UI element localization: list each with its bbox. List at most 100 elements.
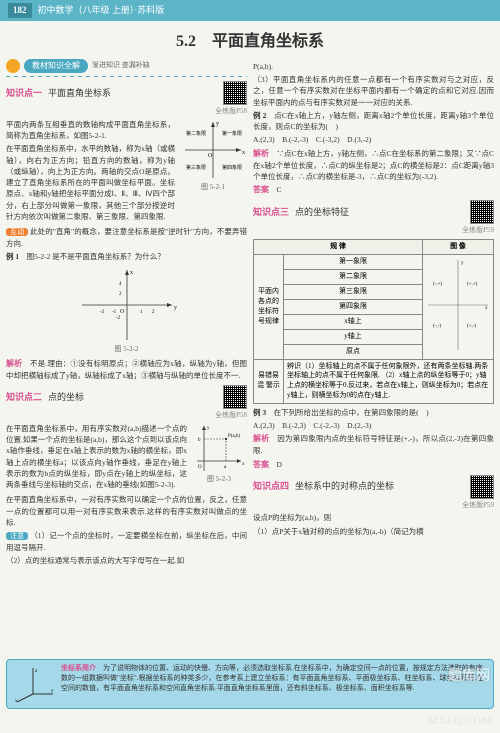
jx2: 解析 ∵点C在x轴上方，y轴左侧，∴点C在坐标系的第二象限；又∵点C在x轴2个单… <box>253 148 494 183</box>
kp1-ref: 全练版P58 <box>6 107 247 117</box>
ex3-opts: A.(2,3) B.(-2,3) C.(-2,-3) D.(2,-3) <box>253 420 494 431</box>
kp1-row: 知识点一 平面直角坐标系 <box>6 81 247 105</box>
kp3-row: 知识点三 点的坐标特征 <box>253 200 494 224</box>
svg-text:(-,-): (-,-) <box>433 324 441 329</box>
kp2-row: 知识点二 点的坐标 <box>6 385 247 409</box>
brand-watermark: 题库网 <box>448 667 490 687</box>
svg-text:第一象限: 第一象限 <box>222 130 242 137</box>
top-cont: P(a,b). <box>253 61 494 72</box>
section-title: 5.2 平面直角坐标系 <box>0 21 500 59</box>
kp1-p1: 平面内两条互相垂直的数轴构成平面直角坐标系，简称为直角坐标系，如图5-2-1. <box>6 119 175 142</box>
kp4-p1: 设点P的坐标为(a,b)，则 <box>253 512 494 523</box>
ex2-opts: A.(2,3) B.(-2,-3) C.(-3,2) D.(3,-2) <box>253 134 494 145</box>
kp4-p2: （1）点P关于x轴对称的点的坐标为(a,-b)（简记为横 <box>253 526 494 537</box>
jx3: 解析 因为第四象限内点的坐标符号特征是(+,-)，所以点(2,-3)在第四象限. <box>253 433 494 456</box>
svg-text:O: O <box>208 153 213 159</box>
fig1-caption: 图 5-2-1 <box>179 183 247 193</box>
kp2-p2: 在平面直角坐标系中，一对有序实数可以确定一个点的位置，反之，任意一点的位置都可以… <box>6 494 247 528</box>
kp1-p2: 在平面直角坐标系中，水平的数轴，称为x轴（或横轴），向右为正方向；铅直方向的数轴… <box>6 143 175 222</box>
svg-text:2: 2 <box>152 310 155 315</box>
divider <box>6 76 247 77</box>
watermark: MXEQ.COM <box>428 714 492 729</box>
figure-5-2-3: x y O P(a,b) a b <box>192 421 246 475</box>
svg-text:x: x <box>130 270 133 276</box>
svg-text:z: z <box>35 669 38 674</box>
svg-text:第三象限: 第三象限 <box>186 164 206 171</box>
qr-icon <box>223 385 247 409</box>
content-columns: 教材知识全解 渐进知识 查漏补缺 知识点一 平面直角坐标系 全练版P58 平面内… <box>0 59 500 568</box>
ans2: 答案 C <box>253 184 494 196</box>
svg-text:(+,+): (+,+) <box>467 282 478 287</box>
kp4-ref: 全练版P59 <box>253 501 494 511</box>
footer-box: y z x 坐标系简介 为了说明物体的位置、运动的快慢、方向等，必须选取坐标系.… <box>6 659 494 709</box>
qr-icon <box>470 200 494 224</box>
kp3-label: 知识点三 <box>253 207 289 217</box>
ex2: 例 2 点C在x轴上方，y轴左侧，距离x轴2个单位长度，距离y轴3个单位长度，则… <box>253 110 494 133</box>
svg-text:x: x <box>242 150 245 156</box>
section-sub: 渐进知识 查漏补缺 <box>92 61 150 71</box>
footer-text: 坐标系简介 为了说明物体的位置、运动的快慢、方向等，必须选取坐标系.在坐标系中，… <box>61 664 489 704</box>
jx1: 解析 不是.理由：①没有标明原点；②横轴应为x轴，纵轴为y轴，但图中却把横轴标成… <box>6 358 247 381</box>
rules-table: 规 律 图 像 平面内 各点的 坐标符 号规律 第一象限 x y (+,+) (… <box>253 239 494 404</box>
header-text: 初中数学（八年级 上册）·苏科版 <box>38 4 165 17</box>
kp2-label: 知识点二 <box>6 392 42 402</box>
figure-5-2-1: x y O 第一象限 第二象限 第三象限 第四象限 <box>180 117 246 183</box>
svg-text:a: a <box>224 465 227 470</box>
kp2-title: 点的坐标 <box>48 392 84 402</box>
kp3-title: 点的坐标特征 <box>295 207 349 217</box>
svg-text:O: O <box>120 309 125 315</box>
ex3: 例 3 在下列所给出坐标的点中，在第四象限的是( ) <box>253 407 494 418</box>
sun-icon <box>6 59 20 73</box>
kp2-ref: 全练版P58 <box>6 411 247 421</box>
ans3: 答案 D <box>253 459 494 471</box>
svg-text:4: 4 <box>119 282 122 287</box>
svg-text:P(a,b): P(a,b) <box>228 434 240 439</box>
svg-text:x: x <box>485 306 488 311</box>
right-column: P(a,b). （3）平面直角坐标系内的任意一点都有一个有序实数对与之对应，反之… <box>253 59 494 568</box>
svg-text:y: y <box>174 305 177 311</box>
int-note: 互动 此处的"直角"的概念，要注意坐标系是按"逆时针"方向，不要弄错方向. <box>6 226 247 249</box>
svg-text:y: y <box>207 426 210 431</box>
ex1: 例 1 图5-2-2 是不是平面直角坐标系？为什么？ <box>6 251 247 262</box>
warn-text: 辨识（1）坐标轴上的点不属于任何象限外，还有两条坐标轴.两条坐标轴上的点不属于任… <box>284 359 494 403</box>
fig2-caption: 图 5-2-2 <box>6 345 247 355</box>
svg-text:b: b <box>198 438 201 443</box>
kp4-label: 知识点四 <box>253 481 289 491</box>
page-header: 182 初中数学（八年级 上册）·苏科版 <box>0 0 500 21</box>
svg-text:第二象限: 第二象限 <box>186 130 206 137</box>
svg-text:y: y <box>461 261 464 266</box>
svg-text:y: y <box>51 689 54 694</box>
fig3-caption: 图 5-2-3 <box>191 475 247 485</box>
int-label: 互动 <box>6 228 28 236</box>
quadrant-diagram: x y (+,+) (-,+) (-,-) (+,-) <box>423 255 493 355</box>
page-number: 182 <box>8 3 32 18</box>
row-group: 平面内 各点的 坐标符 号规律 <box>254 254 284 359</box>
kp1-title: 平面直角坐标系 <box>48 88 111 98</box>
left-column: 教材知识全解 渐进知识 查漏补缺 知识点一 平面直角坐标系 全练版P58 平面内… <box>6 59 247 568</box>
svg-text:1: 1 <box>140 310 143 315</box>
svg-text:2: 2 <box>119 292 122 297</box>
svg-text:(-,+): (-,+) <box>433 282 442 287</box>
th-rule: 规 律 <box>254 240 423 255</box>
svg-text:-2: -2 <box>100 310 105 315</box>
kp4-row: 知识点四 坐标系中的对称点的坐标 <box>253 475 494 499</box>
r-p1: （3）平面直角坐标系内的任意一点都有一个有序实数对与之对应，反之，任意一个有序实… <box>253 74 494 108</box>
note2: （2）点的坐标通常与表示该点的大写字母写在一起.如 <box>6 555 247 566</box>
footer-3d-axes: y z x <box>11 664 55 704</box>
qr-icon <box>223 81 247 105</box>
qr-icon <box>470 475 494 499</box>
svg-text:第四象限: 第四象限 <box>222 164 242 171</box>
kp1-label: 知识点一 <box>6 88 42 98</box>
badge-row: 教材知识全解 渐进知识 查漏补缺 <box>6 59 247 73</box>
svg-text:x: x <box>242 462 245 467</box>
svg-text:y: y <box>216 121 219 127</box>
svg-text:O: O <box>198 465 202 470</box>
th-img: 图 像 <box>423 240 494 255</box>
note1: 注意 （1）记一个点的坐标时，一定要横坐标在前，纵坐标在后，中间用逗号隔开. <box>6 530 247 553</box>
warn-label: 易错易混 警示 <box>254 359 284 403</box>
kp3-ref: 全练版P59 <box>253 226 494 236</box>
svg-text:-2: -2 <box>116 316 121 321</box>
kp4-title: 坐标系中的对称点的坐标 <box>295 481 394 491</box>
figure-5-2-2: y x O 1 2 -1 -2 2 4 -2 图 5-2-2 <box>6 265 247 355</box>
kp2-p1: 在平面直角坐标系中，用有序实数对(a,b)描述一个点的位置.如果一个点的坐标是(… <box>6 423 187 491</box>
